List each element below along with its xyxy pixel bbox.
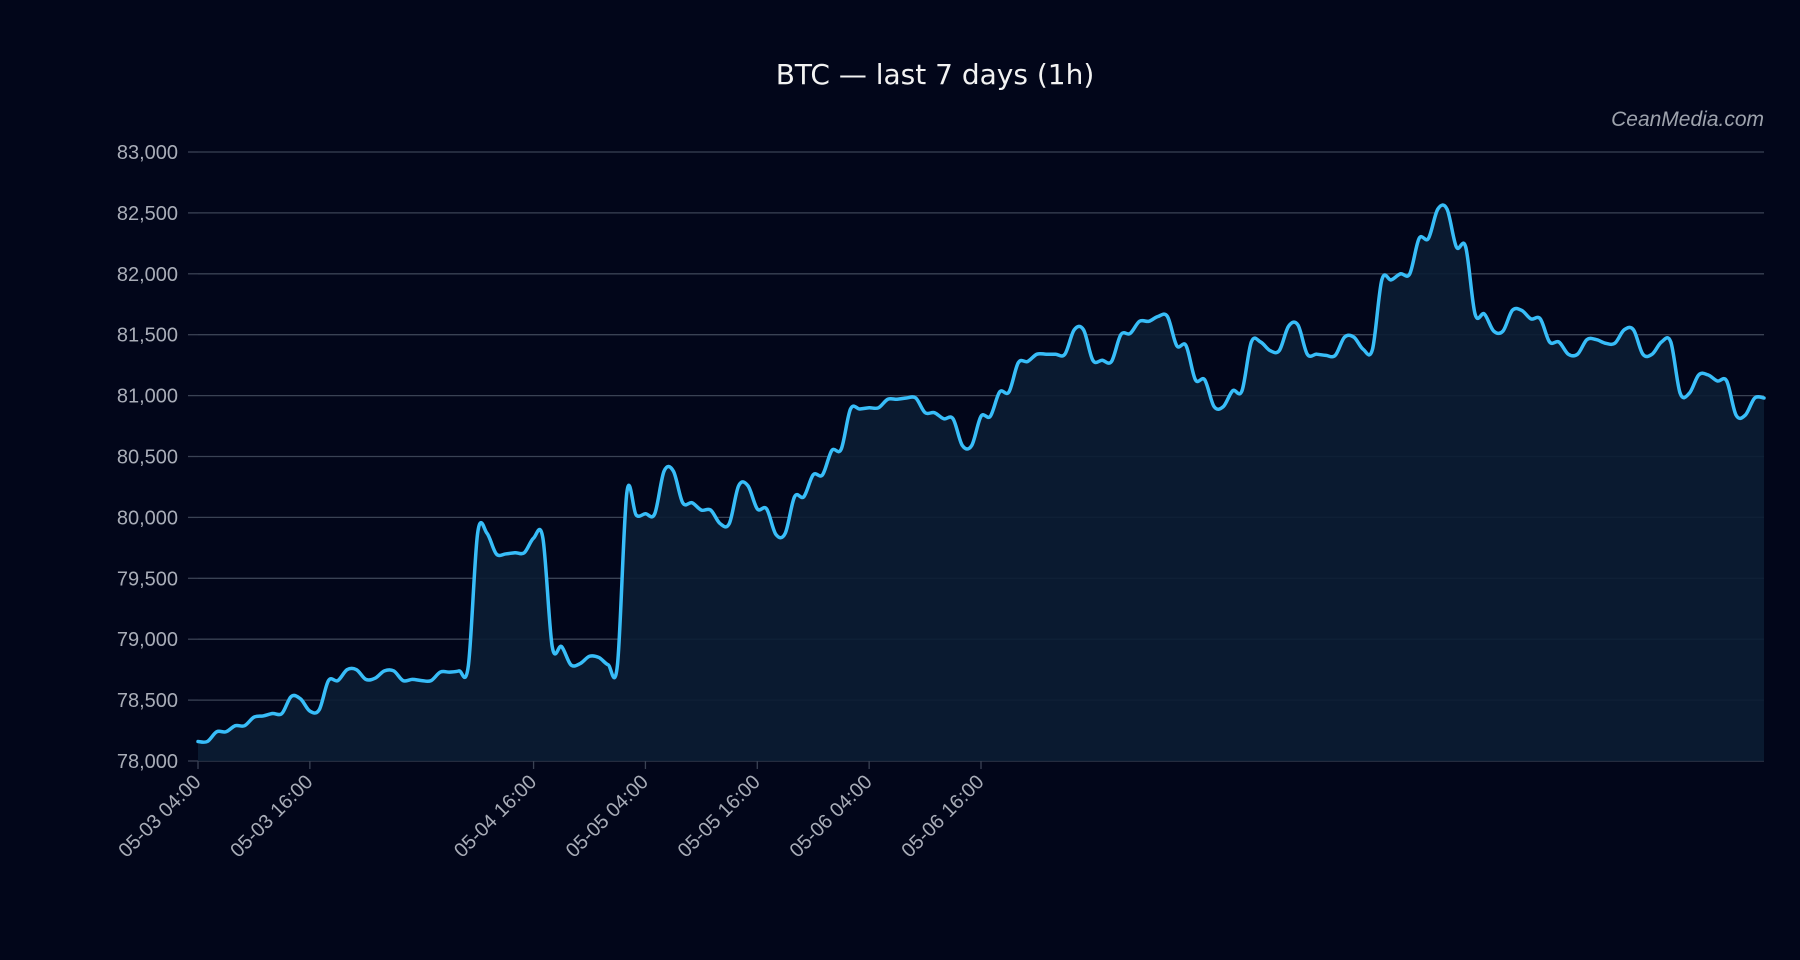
y-tick-label: 78,000 [117,751,178,773]
y-tick-label: 82,000 [117,264,178,286]
y-tick-label: 80,000 [117,507,178,529]
y-tick-label: 82,500 [117,203,178,225]
watermark-text: CeanMedia.com [1611,108,1764,131]
chart-title: BTC — last 7 days (1h) [776,58,1095,91]
y-tick-label: 78,500 [117,690,178,712]
y-tick-label: 80,500 [117,447,178,469]
price-area-fill [198,205,1764,762]
y-tick-label: 79,500 [117,568,178,590]
price-line [196,203,1766,744]
y-tick-label: 79,000 [117,629,178,651]
y-tick-label: 81,500 [117,325,178,347]
y-axis-ticks: 78,000 78,500 79,000 79,500 80,000 80,500 81,0… [117,142,198,773]
y-tick-label: 81,000 [117,386,178,408]
y-tick-label: 83,000 [117,142,178,164]
